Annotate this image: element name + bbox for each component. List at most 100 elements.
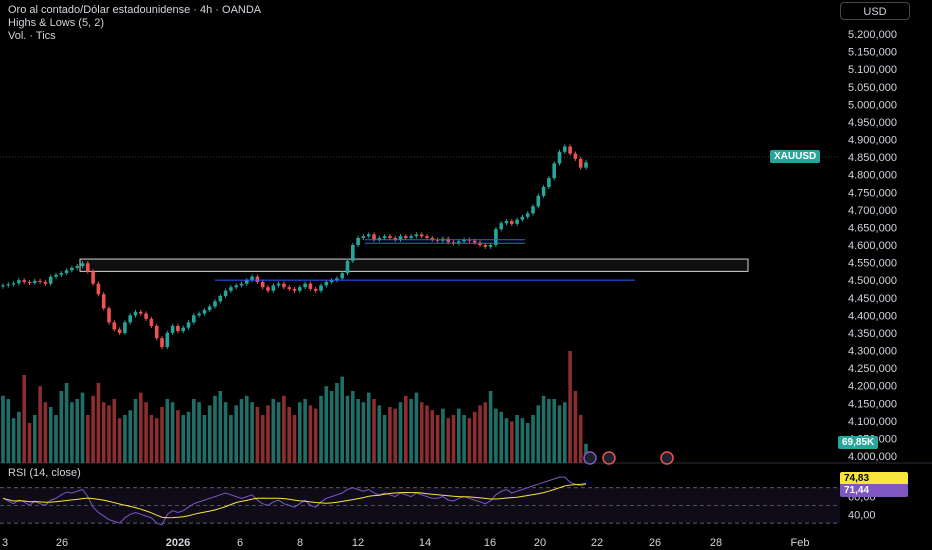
volume-bar bbox=[176, 410, 180, 463]
volume-bar bbox=[70, 402, 74, 463]
volume-bar bbox=[17, 411, 21, 463]
rsi-label[interactable]: RSI (14, close) bbox=[8, 467, 81, 479]
price-axis-label: 4.000,000 bbox=[848, 451, 897, 463]
candle-body bbox=[11, 283, 16, 285]
volume-bar bbox=[96, 383, 101, 463]
candle-body bbox=[478, 242, 482, 245]
candle-body bbox=[494, 229, 498, 245]
candle-body bbox=[197, 313, 201, 316]
candle-body bbox=[202, 310, 207, 314]
candle-body bbox=[568, 146, 572, 154]
volume-bar bbox=[223, 402, 228, 463]
volume-bar bbox=[515, 415, 519, 463]
candle-body bbox=[536, 195, 541, 207]
time-axis-label: 8 bbox=[297, 537, 303, 549]
candle-body bbox=[107, 308, 111, 323]
candle-body bbox=[557, 151, 562, 164]
candle-body bbox=[213, 301, 217, 307]
candle-body bbox=[308, 283, 313, 289]
candle-body bbox=[218, 295, 223, 302]
candle-body bbox=[329, 280, 334, 282]
price-axis-label: 4.100,000 bbox=[848, 416, 897, 428]
price-axis-label: 5.050,000 bbox=[848, 82, 897, 94]
candle-body bbox=[207, 306, 212, 311]
volume-bar bbox=[292, 415, 297, 463]
volume-bar bbox=[340, 376, 344, 463]
candle-body bbox=[425, 236, 429, 238]
candle-body bbox=[149, 318, 154, 326]
candle-body bbox=[462, 239, 466, 242]
indicator-volume[interactable]: Vol. · Tics bbox=[8, 30, 56, 42]
volume-bar bbox=[446, 418, 450, 463]
rsi-ma-line bbox=[2, 483, 587, 519]
time-axis-label: 28 bbox=[710, 537, 722, 549]
volume-bar bbox=[510, 421, 514, 463]
event-icon bbox=[583, 451, 597, 465]
time-axis[interactable]: 3 26 2026 6 8 12 14 16 20 22 26 28 Feb bbox=[2, 537, 810, 549]
candle-body bbox=[22, 280, 26, 282]
candle-body bbox=[54, 274, 58, 277]
candle-body bbox=[372, 234, 376, 240]
rsi-axis-label: 40,00 bbox=[848, 509, 876, 521]
volume-bar bbox=[80, 392, 85, 463]
candle-body bbox=[117, 329, 122, 333]
price-axis-label: 4.550,000 bbox=[848, 258, 897, 270]
volume-bar bbox=[75, 399, 79, 463]
volume-bar bbox=[27, 423, 32, 463]
volume-bar bbox=[229, 415, 233, 463]
time-axis-label: 6 bbox=[237, 537, 243, 549]
candle-body bbox=[335, 278, 339, 281]
candle-body bbox=[6, 284, 11, 286]
volume-tag: 69,85K bbox=[838, 436, 879, 449]
volume-bar bbox=[123, 415, 127, 463]
symbol-title[interactable]: Oro al contado/Dólar estadounidense · 4h… bbox=[8, 4, 262, 16]
time-axis-label: 26 bbox=[649, 537, 661, 549]
candle-body bbox=[192, 315, 196, 323]
volume-bar bbox=[536, 405, 541, 463]
volume-bar bbox=[531, 415, 535, 463]
price-axis-label: 5.000,000 bbox=[848, 99, 897, 111]
volume-bar bbox=[1, 395, 5, 463]
volume-bar bbox=[86, 415, 90, 463]
time-axis-label: 16 bbox=[484, 537, 496, 549]
volume-bar bbox=[520, 418, 525, 463]
price-axis[interactable]: 5.200,000 5.150,000 5.100,000 5.050,000 5.00… bbox=[848, 29, 897, 463]
volume-bar bbox=[398, 402, 403, 463]
candle-body bbox=[504, 221, 509, 224]
candle-body bbox=[398, 236, 403, 240]
candle-body bbox=[578, 158, 583, 168]
candle-body bbox=[324, 281, 329, 286]
candle-body bbox=[271, 285, 276, 291]
volume-bar bbox=[419, 402, 424, 463]
volume-bar bbox=[366, 392, 371, 463]
candle-body bbox=[1, 285, 5, 287]
candle-body bbox=[96, 283, 101, 295]
volume-bar bbox=[186, 411, 191, 463]
candle-body bbox=[520, 216, 525, 220]
candle-body bbox=[361, 236, 366, 238]
price-axis-label: 4.800,000 bbox=[848, 170, 897, 182]
candle-body bbox=[451, 242, 456, 244]
volume-bar bbox=[117, 418, 122, 463]
volume-bar bbox=[207, 405, 212, 463]
volume-bar bbox=[133, 399, 138, 463]
candle-body bbox=[112, 322, 117, 330]
currency-button[interactable]: USD bbox=[840, 2, 910, 20]
candle-body bbox=[133, 311, 138, 316]
candle-body bbox=[144, 313, 148, 319]
candle-body bbox=[515, 219, 519, 224]
volume-bar bbox=[48, 407, 53, 463]
price-axis-label: 4.900,000 bbox=[848, 135, 897, 147]
volume-bar bbox=[59, 391, 64, 463]
event-icon bbox=[602, 451, 616, 465]
candle-body bbox=[547, 178, 551, 187]
volume-bar bbox=[457, 408, 461, 463]
event-markers[interactable] bbox=[583, 451, 674, 465]
volume-bar bbox=[54, 415, 58, 463]
candle-body bbox=[59, 273, 64, 275]
volume-bar bbox=[563, 402, 567, 463]
rsi-line bbox=[2, 476, 587, 526]
indicator-highs-lows[interactable]: Highs & Lows (5, 2) bbox=[8, 17, 104, 29]
volume-bar bbox=[335, 383, 339, 463]
